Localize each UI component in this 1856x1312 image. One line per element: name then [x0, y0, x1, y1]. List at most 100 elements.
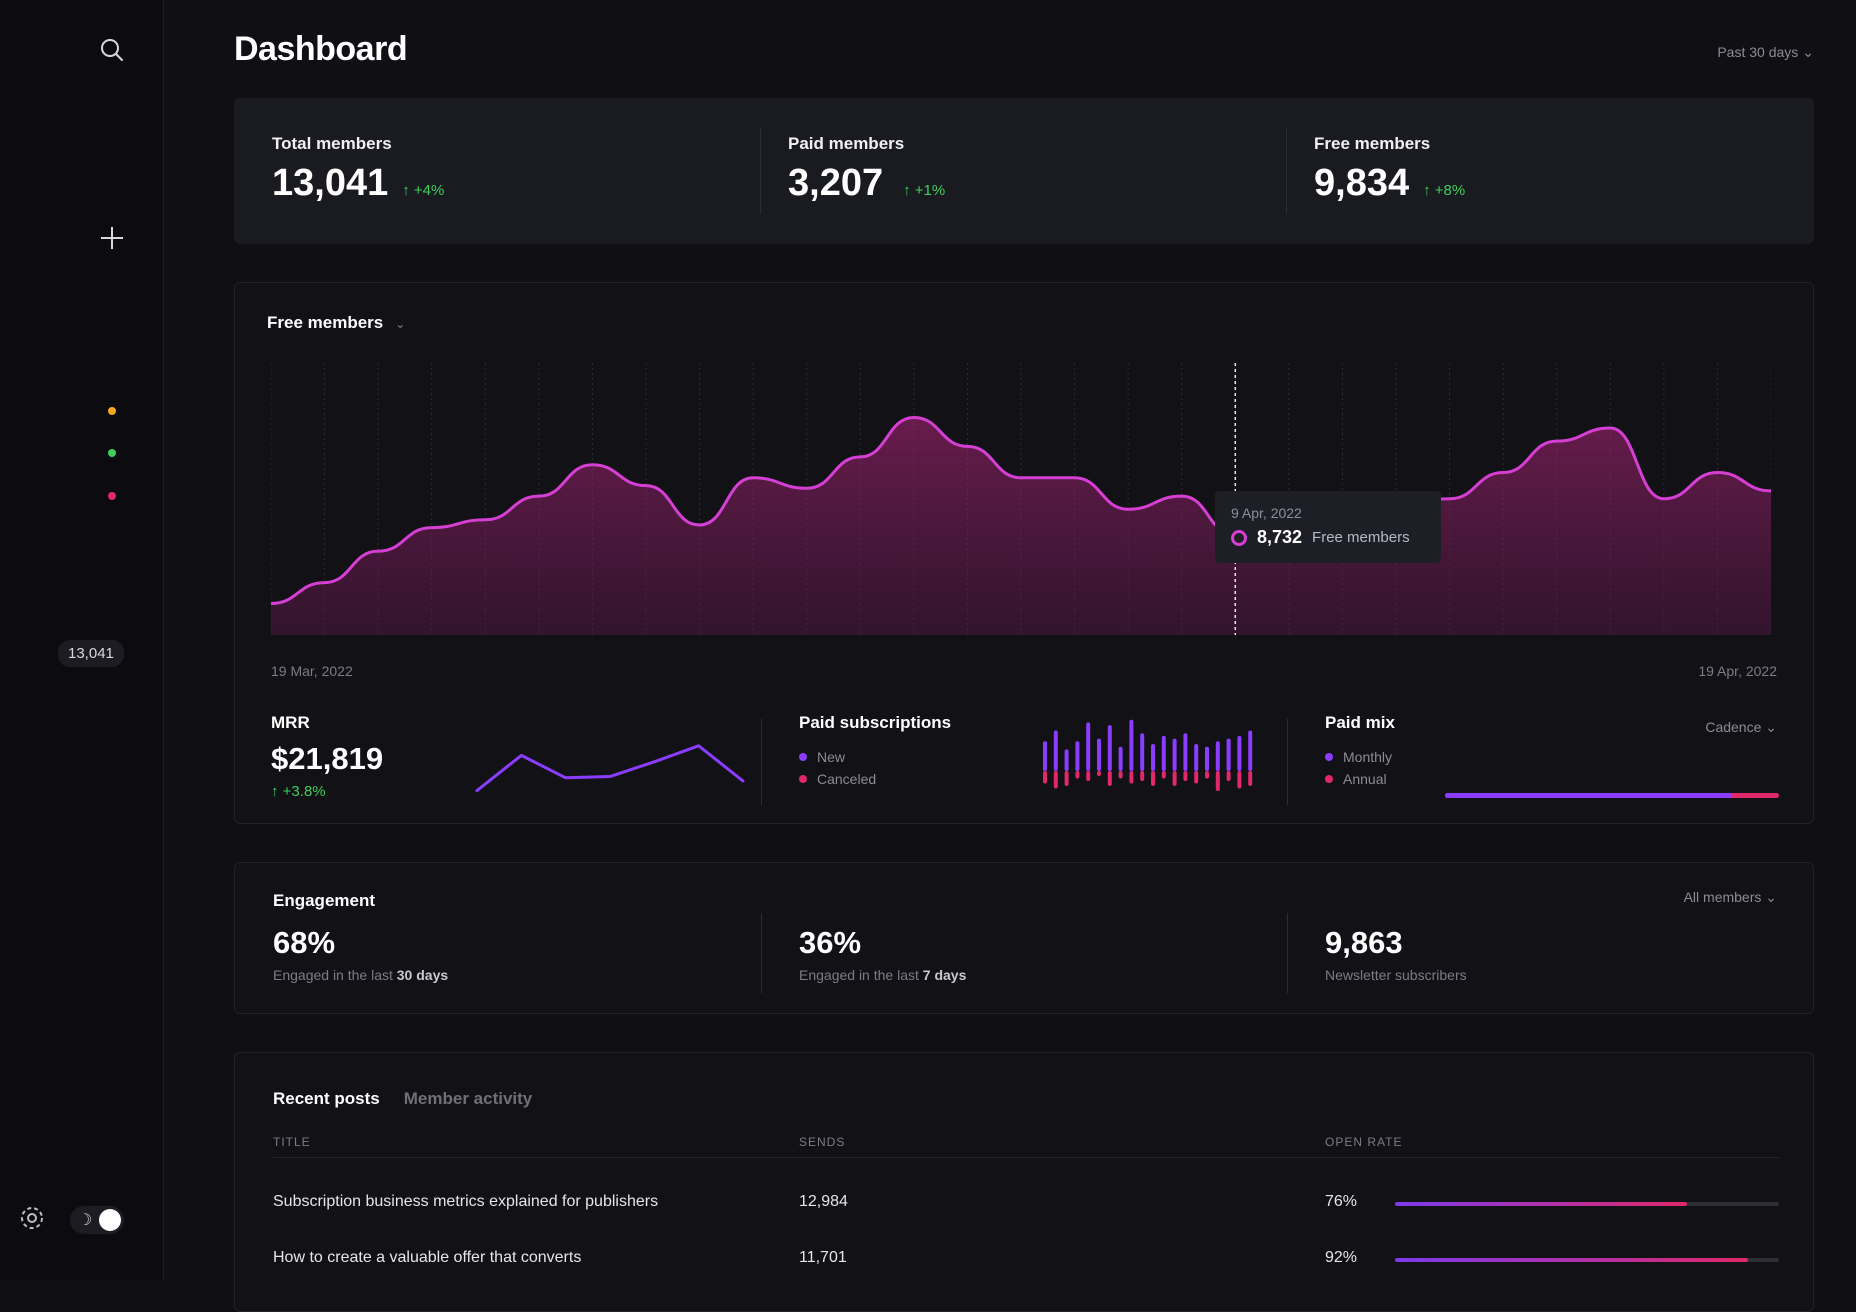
engagement-7-days: 36% Engaged in the last 7 days: [799, 925, 966, 983]
open-rate-bar: [1395, 1258, 1779, 1262]
posts-tabs: Recent posts Member activity: [273, 1089, 532, 1109]
stat-paid-members[interactable]: Paid members 3,207 ↑ +1%: [788, 134, 945, 205]
bar-canceled: [1053, 771, 1058, 789]
chart-title: Free members: [267, 313, 384, 332]
divider: [1287, 719, 1288, 805]
bar-new: [1140, 733, 1145, 771]
header-divider: [273, 1157, 1779, 1158]
bar-canceled: [1237, 771, 1242, 789]
plus-icon[interactable]: [96, 222, 128, 254]
bar-new: [1086, 722, 1091, 771]
paid-subscriptions-title: Paid subscriptions: [799, 713, 952, 732]
stat-free-members[interactable]: Free members 9,834 ↑ +8%: [1314, 134, 1465, 205]
mrr-delta: ↑ +3.8%: [271, 783, 326, 800]
bar-new: [1172, 738, 1177, 771]
engagement-caption: Engaged in the last 7 days: [799, 967, 967, 983]
divider: [1287, 913, 1288, 993]
tooltip-value: 8,732: [1257, 527, 1303, 547]
bar-canceled: [1129, 771, 1134, 784]
bar-new: [1194, 744, 1199, 771]
member-stats-card: Total members 13,041 ↑ +4% Paid members 3…: [234, 98, 1814, 244]
area-fill: [271, 417, 1771, 635]
engagement-caption: Engaged in the last 30 days: [273, 967, 449, 983]
bar-canceled: [1215, 771, 1220, 791]
column-header-open-rate[interactable]: OPEN RATE: [1325, 1135, 1403, 1149]
stat-label: Total members: [272, 134, 392, 153]
post-title[interactable]: How to create a valuable offer that conv…: [273, 1249, 582, 1266]
chevron-down-icon: ⌄: [1765, 889, 1777, 905]
engagement-value: 68%: [273, 925, 336, 960]
bar-new: [1107, 725, 1112, 771]
tab-member-activity[interactable]: Member activity: [403, 1089, 533, 1108]
chart-metric-dropdown[interactable]: Free members ⌄: [267, 313, 405, 333]
paid-mix-section[interactable]: Paid mix Monthly Annual: [1325, 713, 1395, 787]
chevron-down-icon: ⌄: [1765, 719, 1777, 735]
bar-canceled: [1248, 771, 1253, 786]
stat-delta: ↑ +8%: [1423, 182, 1466, 199]
paid-subscriptions-section[interactable]: Paid subscriptions New Canceled: [799, 713, 951, 787]
bar-new: [1129, 719, 1134, 771]
stat-label: Paid members: [788, 134, 905, 153]
divider: [1286, 128, 1287, 214]
paid-subscriptions-bars: [1043, 719, 1253, 791]
open-rate-bar: [1395, 1202, 1779, 1206]
bar-new: [1237, 735, 1242, 771]
bar-new: [1075, 741, 1080, 771]
bar-canceled: [1151, 771, 1155, 786]
bar-new: [1064, 749, 1069, 771]
post-sends: 12,984: [799, 1193, 848, 1210]
stat-delta: ↑ +4%: [402, 182, 445, 199]
tooltip-date: 9 Apr, 2022: [1231, 505, 1302, 521]
tab-recent-posts[interactable]: Recent posts: [273, 1089, 380, 1108]
column-header-title[interactable]: TITLE: [273, 1135, 311, 1149]
mrr-sparkline: [475, 744, 745, 793]
bar-canceled: [1226, 771, 1231, 781]
status-dot-green[interactable]: [108, 449, 116, 457]
cadence-dropdown[interactable]: Cadence ⌄: [1705, 719, 1777, 735]
column-header-sends[interactable]: SENDS: [799, 1135, 846, 1149]
gear-icon[interactable]: [18, 1204, 46, 1237]
stat-value: 3,207: [788, 162, 884, 204]
bar-new: [1183, 733, 1188, 771]
stat-value: 9,834: [1314, 162, 1410, 204]
tooltip-label: Free members: [1312, 529, 1410, 546]
engagement-value: 9,863: [1325, 925, 1403, 960]
status-dot-pink[interactable]: [108, 492, 116, 500]
engagement-card: Engagement All members ⌄ 68% Engaged in …: [234, 862, 1814, 1014]
chevron-down-icon: ⌄: [1802, 44, 1814, 60]
bar-canceled: [1107, 771, 1112, 786]
theme-toggle[interactable]: ☽: [70, 1206, 124, 1234]
toggle-knob: [99, 1209, 121, 1231]
bar-canceled: [1172, 771, 1177, 786]
audience-filter-dropdown[interactable]: All members ⌄: [1683, 889, 1777, 905]
stat-value: 13,041: [272, 162, 389, 204]
free-members-area-chart[interactable]: [271, 363, 1771, 645]
engagement-caption: Newsletter subscribers: [1325, 967, 1467, 983]
moon-icon: ☽: [78, 1212, 93, 1229]
sidebar: 13,041 ☽: [0, 0, 164, 1280]
stat-total-members[interactable]: Total members 13,041 ↑ +4%: [272, 134, 444, 205]
bar-new: [1097, 738, 1101, 771]
divider: [760, 128, 761, 214]
bar-canceled: [1205, 771, 1209, 779]
bar-new: [1053, 730, 1058, 771]
paid-mix-title: Paid mix: [1325, 713, 1395, 732]
search-icon[interactable]: [96, 34, 128, 66]
table-row[interactable]: How to create a valuable offer that conv…: [235, 1239, 1813, 1279]
post-title[interactable]: Subscription business metrics explained …: [273, 1193, 659, 1210]
post-open-rate: 76%: [1325, 1193, 1358, 1210]
mrr-section[interactable]: MRR $21,819 ↑ +3.8%: [271, 713, 383, 800]
bar-new: [1226, 738, 1231, 771]
table-row[interactable]: Subscription business metrics explained …: [235, 1183, 1813, 1223]
period-dropdown[interactable]: Past 30 days ⌄: [1717, 44, 1814, 61]
bar-new: [1248, 730, 1253, 771]
legend-monthly: Monthly: [1325, 749, 1395, 765]
page-title: Dashboard: [234, 30, 408, 68]
divider: [761, 719, 762, 805]
legend-annual: Annual: [1325, 771, 1395, 787]
bar-canceled: [1118, 771, 1123, 779]
bar-canceled: [1183, 771, 1188, 781]
paid-mix-monthly-fill: [1445, 793, 1733, 798]
period-label: Past 30 days: [1717, 44, 1799, 60]
status-dot-yellow[interactable]: [108, 407, 116, 415]
